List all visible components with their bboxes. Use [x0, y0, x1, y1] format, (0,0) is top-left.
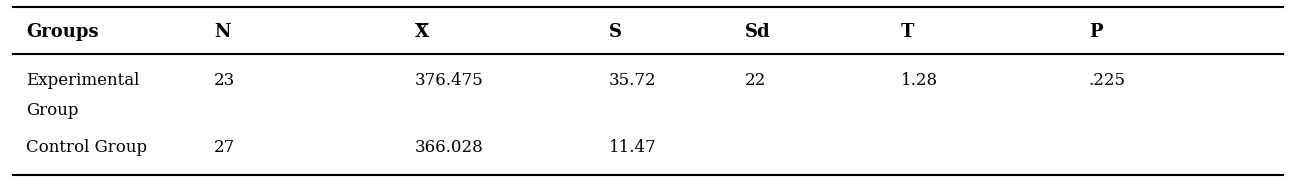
Text: Control Group: Control Group	[26, 139, 146, 156]
Text: N: N	[214, 22, 231, 40]
Text: .225: .225	[1089, 72, 1126, 89]
Text: 22: 22	[745, 72, 766, 89]
Text: Groups: Groups	[26, 22, 98, 40]
Text: P: P	[1089, 22, 1103, 40]
Text: Group: Group	[26, 102, 79, 119]
Text: Sd: Sd	[745, 22, 771, 40]
Text: 35.72: 35.72	[609, 72, 657, 89]
Text: 23: 23	[214, 72, 235, 89]
Text: 11.47: 11.47	[609, 139, 657, 156]
Text: Experimental: Experimental	[26, 72, 139, 89]
Text: S: S	[609, 22, 622, 40]
Text: T: T	[901, 22, 914, 40]
Text: 366.028: 366.028	[415, 139, 483, 156]
Text: 376.475: 376.475	[415, 72, 483, 89]
Text: 1.28: 1.28	[901, 72, 938, 89]
Text: X̅: X̅	[415, 22, 429, 40]
Text: 27: 27	[214, 139, 235, 156]
